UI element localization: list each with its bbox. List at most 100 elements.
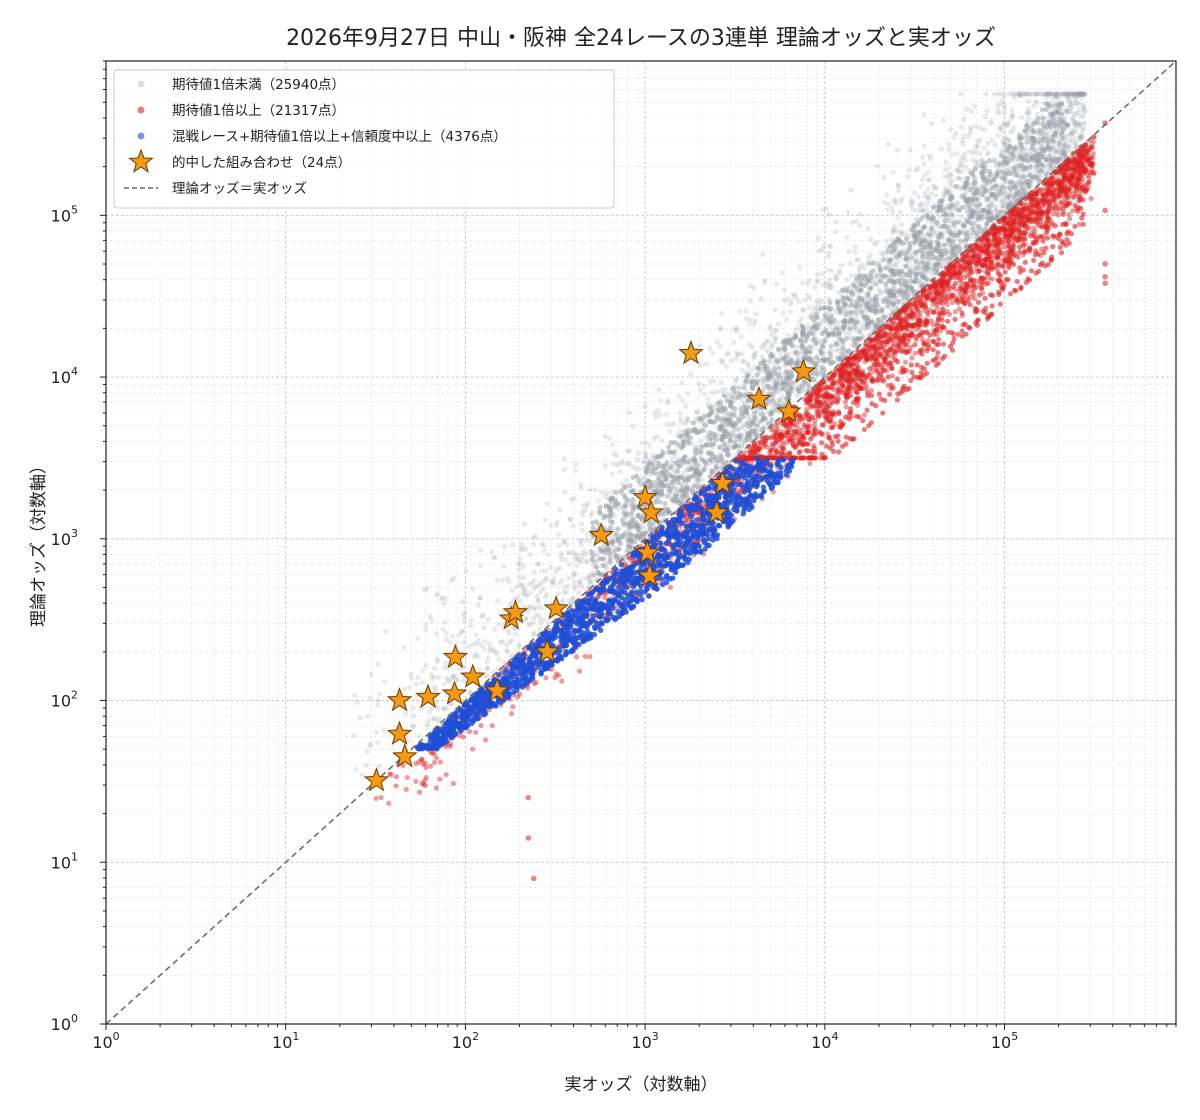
point-gray xyxy=(810,331,816,337)
point-gray xyxy=(519,582,526,588)
point-gray xyxy=(865,255,872,261)
point-gray xyxy=(840,287,846,293)
point-red xyxy=(378,794,384,801)
point-gray xyxy=(826,211,832,217)
point-gray xyxy=(800,307,806,314)
point-gray xyxy=(954,167,960,173)
point-gray xyxy=(797,264,803,270)
point-gray xyxy=(793,295,799,301)
point-gray xyxy=(443,630,449,636)
point-gray xyxy=(504,642,510,648)
point-gray xyxy=(770,402,776,409)
point-gray xyxy=(448,577,454,583)
point-gray xyxy=(515,593,521,600)
point-gray xyxy=(1071,129,1077,136)
point-gray xyxy=(765,420,771,427)
point-gray xyxy=(820,206,826,213)
point-gray xyxy=(577,579,583,585)
point-gray xyxy=(588,578,595,584)
point-gray xyxy=(827,360,833,367)
point-gray xyxy=(717,343,723,349)
point-gray xyxy=(828,313,834,319)
point-gray xyxy=(848,289,854,296)
point-gray xyxy=(812,336,818,342)
point-gray xyxy=(1024,139,1030,145)
point-gray xyxy=(908,284,914,290)
point-gray xyxy=(684,484,690,490)
point-gray xyxy=(1001,110,1007,116)
point-gray xyxy=(1076,91,1082,97)
point-gray xyxy=(724,351,730,358)
point-gray xyxy=(841,300,847,307)
point-gray xyxy=(963,231,969,238)
point-gray xyxy=(428,617,435,623)
point-gray xyxy=(630,474,636,481)
point-gray xyxy=(739,396,745,403)
point-gray xyxy=(856,267,862,274)
point-gray xyxy=(579,553,586,559)
point-gray xyxy=(735,426,741,432)
point-gray xyxy=(890,170,896,176)
point-gray xyxy=(895,182,902,188)
point-gray xyxy=(435,704,441,711)
point-gray xyxy=(680,439,687,445)
point-gray xyxy=(730,427,736,434)
point-gray xyxy=(374,661,381,668)
point-gray xyxy=(765,359,771,365)
point-gray xyxy=(535,597,541,603)
point-gray xyxy=(565,549,571,555)
point-gray xyxy=(741,358,747,365)
point-gray xyxy=(677,415,684,422)
point-gray xyxy=(778,351,784,357)
point-gray xyxy=(480,612,486,618)
point-gray xyxy=(1046,138,1052,145)
point-gray xyxy=(763,338,769,344)
point-gray xyxy=(1077,91,1083,97)
point-gray xyxy=(1000,198,1006,204)
point-gray xyxy=(1065,91,1072,97)
point-gray xyxy=(526,621,532,627)
point-gray xyxy=(461,610,468,616)
point-gray xyxy=(727,438,734,444)
point-gray xyxy=(754,378,761,384)
point-gray xyxy=(1032,158,1038,164)
point-gray xyxy=(1052,102,1058,108)
point-gray xyxy=(561,590,567,596)
point-gray xyxy=(1064,91,1070,97)
point-gray xyxy=(470,641,476,647)
point-gray xyxy=(929,273,936,279)
point-gray xyxy=(664,493,670,499)
point-gray xyxy=(460,677,466,684)
point-gray xyxy=(628,537,634,543)
point-gray xyxy=(522,588,528,594)
point-gray xyxy=(847,330,853,336)
point-gray xyxy=(617,460,623,466)
point-gray xyxy=(570,549,576,555)
point-gray xyxy=(655,464,661,470)
point-gray xyxy=(1070,117,1076,123)
point-gray xyxy=(807,304,813,311)
point-gray xyxy=(845,209,851,216)
point-gray xyxy=(1037,91,1043,97)
point-gray xyxy=(889,242,895,248)
point-gray xyxy=(918,202,924,208)
point-gray xyxy=(699,443,705,450)
point-gray xyxy=(776,365,782,371)
point-gray xyxy=(422,626,429,632)
point-gray xyxy=(505,649,511,655)
point-gray xyxy=(435,718,442,725)
point-gray xyxy=(510,541,516,548)
point-gray xyxy=(481,624,487,630)
point-gray xyxy=(947,242,953,248)
point-gray xyxy=(881,299,887,305)
point-gray xyxy=(926,195,932,201)
point-gray xyxy=(986,158,993,164)
point-gray xyxy=(415,674,421,681)
point-gray xyxy=(1028,91,1035,97)
point-gray xyxy=(987,171,994,178)
point-gray xyxy=(997,124,1004,131)
point-gray xyxy=(451,575,457,582)
point-gray xyxy=(568,496,575,502)
point-gray xyxy=(746,321,753,327)
point-gray xyxy=(647,443,653,449)
